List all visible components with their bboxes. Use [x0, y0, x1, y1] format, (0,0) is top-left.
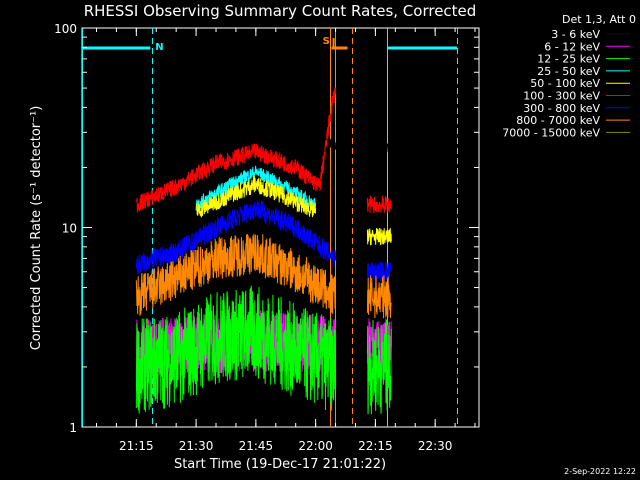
- y-tick-label: 100: [54, 22, 77, 36]
- legend-entry: 50 - 100 keV: [530, 77, 600, 90]
- legend-entry: 800 - 7000 keV: [516, 114, 600, 127]
- legend-title: Det 1,3, Att 0: [562, 13, 636, 26]
- x-axis-label: Start Time (19-Dec-17 21:01:22): [174, 457, 386, 472]
- series-25-50-kev: [195, 165, 317, 211]
- x-tick-label: 21:45: [239, 439, 274, 453]
- series-line: [136, 87, 337, 213]
- series-line: [135, 138, 337, 152]
- series-line: [366, 227, 392, 246]
- series-800-7000-kev: [135, 233, 392, 319]
- timestamp: 2-Sep-2022 12:22: [564, 467, 636, 476]
- x-tick-label: 22:00: [298, 439, 333, 453]
- y-axis-label: Corrected Count Rate (s⁻¹ detector⁻¹): [29, 106, 44, 351]
- legend-entry: 3 - 6 keV: [551, 28, 600, 41]
- series-line: [366, 320, 392, 415]
- chart-title: RHESSI Observing Summary Count Rates, Co…: [84, 2, 477, 20]
- series-line: [195, 176, 317, 218]
- series-3-6-kev: [135, 138, 392, 154]
- x-tick-label: 21:30: [179, 439, 214, 453]
- y-axis-ticks: 1 10 100: [54, 22, 479, 435]
- legend-entry: 25 - 50 keV: [537, 65, 600, 78]
- y-tick-label: 10: [62, 222, 77, 236]
- series-line: [135, 233, 337, 316]
- series-12-25-kev: [135, 285, 392, 415]
- series-line: [195, 165, 317, 211]
- series-50-100-kev: [195, 176, 392, 246]
- legend-entry: 100 - 300 keV: [523, 90, 600, 103]
- marker-label: S: [323, 36, 330, 47]
- y-tick-label: 1: [69, 421, 77, 435]
- marker-label: N: [155, 42, 163, 53]
- legend-entry: 7000 - 15000 keV: [502, 126, 600, 139]
- series-line: [135, 200, 337, 275]
- legend-entry: 300 - 800 keV: [523, 102, 600, 115]
- series-line: [135, 285, 337, 414]
- series-line: [366, 142, 392, 154]
- marker-layer: NS: [82, 36, 348, 53]
- series-line: [366, 275, 392, 319]
- x-axis-ticks: 21:15 21:30 21:45 22:00 22:15 22:30: [95, 28, 476, 453]
- x-tick-label: 22:15: [358, 439, 393, 453]
- legend-entry: 12 - 25 keV: [537, 53, 600, 66]
- series-layer: [135, 87, 392, 415]
- x-tick-label: 22:30: [418, 439, 453, 453]
- series-line: [366, 195, 392, 214]
- series-100-300-kev: [136, 87, 392, 214]
- legend-entry: 6 - 12 keV: [544, 40, 600, 53]
- x-tick-label: 21:15: [119, 439, 154, 453]
